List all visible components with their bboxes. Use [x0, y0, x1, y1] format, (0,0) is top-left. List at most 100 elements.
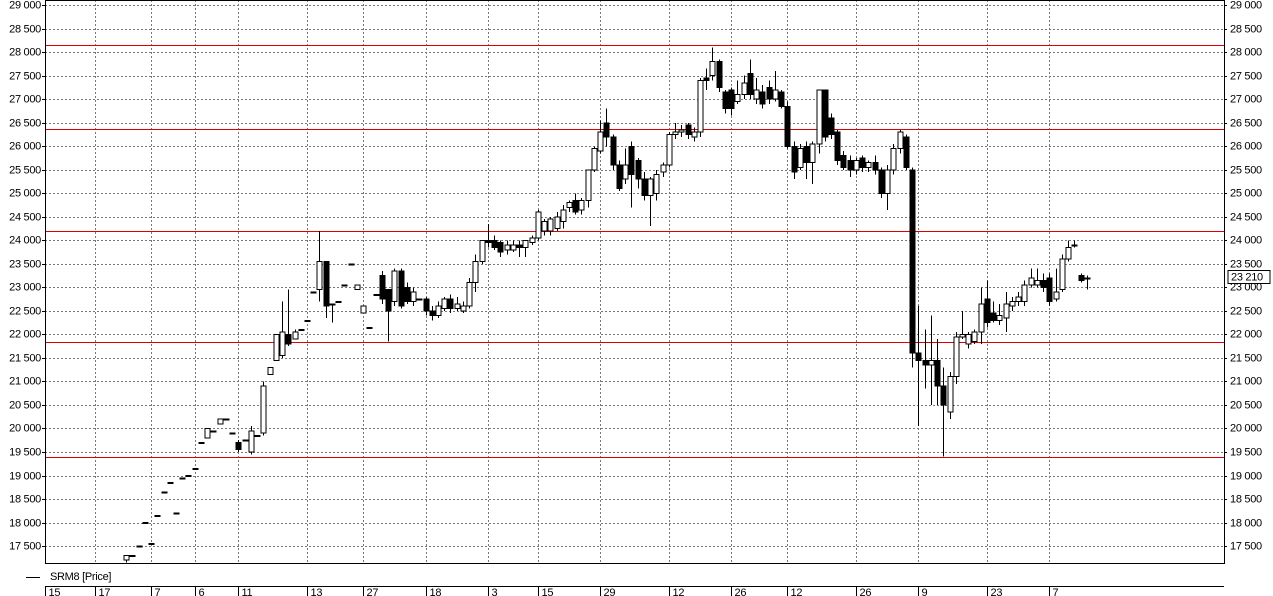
y2-tick-label: 28 500: [1230, 23, 1262, 35]
x-tick-label: 12: [791, 587, 803, 596]
candle-body: [185, 475, 192, 478]
candle-body: [678, 129, 685, 133]
y-tick-label: 24 500: [9, 211, 41, 223]
candle-body: [341, 284, 348, 287]
candle-body: [366, 326, 373, 329]
candle-body: [878, 169, 885, 194]
candle-body: [516, 244, 523, 248]
candle-body: [597, 131, 604, 152]
candle-body: [173, 512, 180, 515]
candle-body: [953, 336, 960, 378]
candle-body: [504, 244, 511, 251]
candle-body: [416, 298, 423, 301]
candle-body: [660, 164, 667, 173]
candle-body: [965, 333, 972, 345]
y-tick-label: 27 000: [9, 93, 41, 105]
candle-body: [547, 218, 554, 232]
candle-body: [447, 298, 454, 310]
candle-body: [971, 331, 978, 342]
candle-body: [903, 136, 910, 168]
y2-tick-label: 17 500: [1230, 540, 1262, 552]
y2-tick-label: 29 000: [1230, 0, 1262, 11]
y-tick-label: 29 000: [9, 0, 41, 11]
y-tick-label: 21 000: [9, 375, 41, 387]
candle-body: [148, 543, 155, 546]
candle-body: [791, 145, 798, 173]
candle-body: [1084, 277, 1091, 280]
candle-body: [310, 291, 317, 294]
x-tick-label: 13: [311, 587, 323, 596]
candle-body: [348, 263, 355, 266]
candle-body: [728, 89, 735, 110]
candle-body: [204, 427, 211, 439]
candle-body: [734, 94, 741, 103]
candle-body: [304, 319, 311, 322]
candle-body: [267, 366, 274, 375]
candle-body: [242, 439, 249, 442]
candle-body: [1053, 291, 1060, 300]
candle-body: [859, 157, 866, 168]
candle-body: [996, 315, 1003, 321]
candle-body: [192, 467, 199, 470]
y-tick-label: 25 500: [9, 164, 41, 176]
x-tick-label: 9: [922, 587, 928, 596]
candle-body: [385, 289, 392, 312]
candle-body: [928, 359, 935, 366]
candle-body: [285, 333, 292, 345]
candle-body: [990, 312, 997, 321]
candle-body: [1003, 303, 1010, 319]
candle-body: [884, 169, 891, 194]
candle-body: [653, 173, 660, 194]
candle-body: [691, 131, 698, 138]
candle-body: [703, 77, 710, 81]
last-price-label: 23 210: [1231, 271, 1263, 283]
candle-body: [809, 143, 816, 164]
candle-body: [410, 291, 417, 302]
y2-tick-label: 21 500: [1230, 352, 1262, 364]
candle-body: [129, 554, 136, 557]
candle-body: [622, 164, 629, 180]
candle-body: [435, 305, 442, 317]
candle-body: [847, 159, 854, 171]
candle-body: [223, 418, 230, 421]
candle-body: [747, 72, 754, 96]
candle-body: [872, 162, 879, 171]
x-tick-label: 11: [242, 587, 253, 596]
y-tick-label: 17 500: [9, 540, 41, 552]
candle-body: [685, 124, 692, 136]
candle-body: [323, 261, 330, 307]
y2-tick-label: 22 000: [1230, 328, 1262, 340]
candle-body: [672, 131, 679, 136]
candle-body: [978, 303, 985, 333]
candle-body: [834, 131, 841, 161]
y-tick-label: 27 500: [9, 70, 41, 82]
y-tick-label: 28 500: [9, 23, 41, 35]
candle-body: [510, 244, 517, 251]
x-tick-label: 17: [99, 587, 111, 596]
candle-body: [254, 435, 261, 438]
y2-tick-label: 24 000: [1230, 234, 1262, 246]
candle-body: [479, 239, 486, 263]
x-tick-label: 18: [430, 587, 442, 596]
y2-tick-label: 25 000: [1230, 187, 1262, 199]
candle-body: [554, 216, 561, 230]
y-tick-label: 26 500: [9, 117, 41, 129]
y-tick-label: 18 500: [9, 493, 41, 505]
candle-body: [909, 169, 916, 354]
candle-body: [616, 164, 623, 190]
y2-tick-label: 27 500: [1230, 70, 1262, 82]
candle-body: [915, 352, 922, 361]
candle-body: [828, 117, 835, 136]
x-tick-label: 29: [604, 587, 616, 596]
x-tick-label: 6: [199, 587, 205, 596]
y-tick-label: 22 000: [9, 328, 41, 340]
candle-body: [229, 432, 236, 435]
candle-body: [1046, 277, 1053, 302]
candle-body: [485, 239, 492, 244]
candle-body: [890, 148, 897, 171]
candle-body: [1040, 279, 1047, 288]
candle-body: [1071, 244, 1078, 247]
candle-body: [316, 261, 323, 291]
